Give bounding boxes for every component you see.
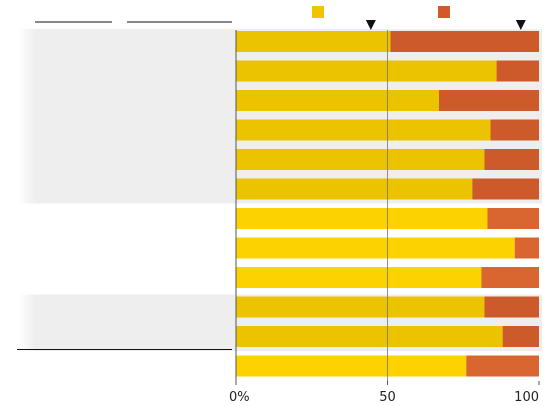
bar-row-3-series-0 (236, 119, 491, 141)
bar-row-5-series-0 (236, 178, 473, 200)
bar-row-3-series-1 (490, 119, 539, 141)
bar-row-10-series-1 (502, 326, 539, 347)
bar-row-0-series-1 (390, 31, 539, 52)
legend-marker-triangle-0 (365, 20, 376, 30)
bar-row-0-series-0 (236, 31, 391, 52)
bar-row-11-series-1 (466, 355, 539, 377)
x-tick-label-2: 100 (514, 390, 539, 405)
bar-row-6-series-0 (236, 208, 488, 229)
row-group-shade-0 (18, 29, 236, 204)
bar-row-4-series-1 (484, 149, 539, 170)
legend-marker-triangle-1 (515, 20, 526, 30)
x-axis: 0% 50 100 (229, 381, 540, 405)
bar-row-8-series-1 (481, 267, 539, 288)
row-group-shade-plot-0 (236, 29, 542, 204)
bar-row-2-series-1 (439, 90, 539, 111)
legend-swatch-1 (438, 6, 450, 18)
bar-row-7-series-0 (236, 237, 515, 259)
bars (236, 31, 539, 377)
gridlines (235, 30, 388, 383)
header-rules (17, 21, 232, 350)
bar-row-4-series-0 (236, 149, 485, 170)
bar-row-1-series-0 (236, 60, 497, 82)
bar-row-5-series-1 (472, 178, 539, 200)
x-tick-label-1: 50 (379, 390, 396, 405)
bar-row-7-series-1 (514, 237, 539, 259)
bar-row-9-series-0 (236, 296, 485, 318)
bar-row-10-series-0 (236, 326, 503, 347)
bar-row-9-series-1 (484, 296, 539, 318)
bar-row-8-series-0 (236, 267, 482, 288)
bar-row-2-series-0 (236, 90, 440, 111)
x-tick-label-0: 0% (229, 390, 250, 405)
legend (312, 6, 526, 30)
bar-row-1-series-1 (496, 60, 539, 82)
legend-swatch-0 (312, 6, 324, 18)
bar-row-6-series-1 (487, 208, 539, 229)
bar-row-11-series-0 (236, 355, 467, 377)
row-group-shade-2 (18, 294, 236, 351)
